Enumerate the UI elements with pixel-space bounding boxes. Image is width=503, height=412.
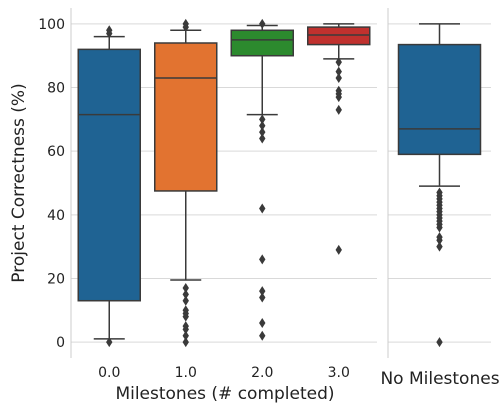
box-1.0 [154, 42, 218, 192]
outlier-point [259, 318, 266, 328]
outlier-point [182, 337, 189, 348]
outlier-point [259, 254, 266, 265]
x-tick-label: 0.0 [98, 365, 120, 381]
outlier-point [106, 25, 113, 36]
x-axis-title: Milestones (# completed) [115, 384, 334, 404]
y-tick-label: 60 [47, 144, 65, 160]
y-tick-label: 20 [47, 271, 65, 287]
y-tick-label: 100 [38, 17, 65, 33]
x-tick-labels: 0.0 1.0 2.0 3.0 [98, 365, 350, 381]
outlier-point [182, 305, 189, 316]
x-tick-label: 3.0 [328, 365, 350, 381]
box-0.0 [77, 48, 141, 302]
outlier-point [259, 203, 266, 214]
outlier-point [335, 57, 342, 68]
outlier-point [259, 286, 266, 297]
outlier-point [182, 321, 189, 332]
outlier-point [259, 127, 266, 138]
no-milestones-label: No Milestones [380, 369, 499, 389]
outlier-point [436, 232, 443, 243]
outlier-point [182, 18, 189, 29]
x-tick-label: 2.0 [251, 365, 273, 381]
y-axis-title: Project Correctness (%) [9, 83, 29, 282]
outlier-point [259, 120, 266, 131]
outlier-point [436, 187, 443, 198]
outlier-point [259, 114, 266, 125]
box-no-milestones [397, 43, 482, 156]
outlier-point [106, 337, 113, 348]
outlier-point [335, 104, 342, 115]
x-tick-label: 1.0 [175, 365, 197, 381]
y-tick-label: 0 [56, 335, 65, 351]
outlier-point [335, 85, 342, 96]
outlier-point [182, 283, 189, 293]
y-tick-labels: 0 20 40 60 80 100 [38, 17, 65, 351]
outlier-point [182, 289, 189, 300]
outlier-point [335, 66, 342, 77]
outlier-point [259, 292, 266, 303]
y-tick-label: 80 [47, 81, 65, 97]
outlier-point [335, 73, 342, 83]
outlier-point [259, 18, 266, 29]
box-2.0 [230, 29, 294, 57]
box-3.0 [307, 26, 371, 46]
outlier-point [436, 337, 443, 348]
y-tick-label: 40 [47, 208, 65, 224]
boxes-right-panel [397, 23, 482, 348]
boxes-left-panel [77, 18, 371, 348]
outlier-point [182, 295, 189, 306]
outlier-point [436, 241, 443, 252]
outlier-point [259, 133, 266, 144]
outlier-point [259, 330, 266, 341]
outlier-point [335, 244, 342, 255]
outlier-point [182, 330, 189, 341]
